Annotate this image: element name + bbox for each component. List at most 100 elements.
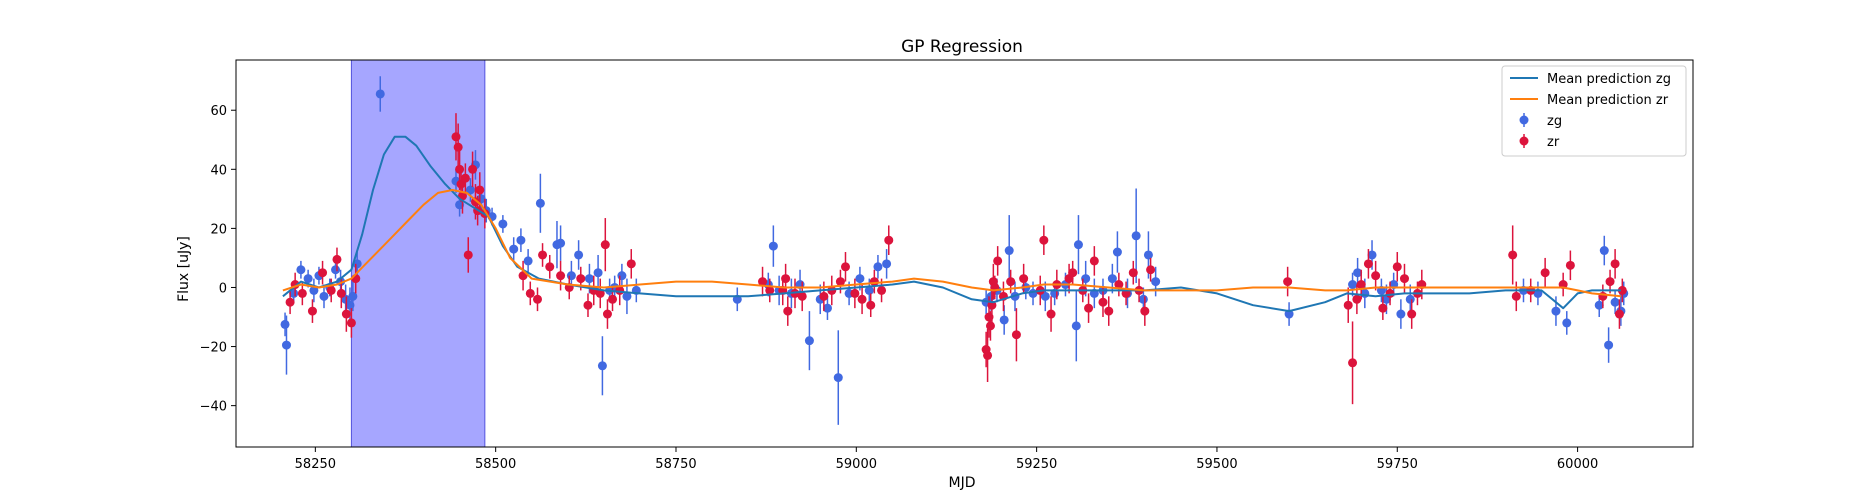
data-point-zg: [1599, 246, 1609, 256]
data-point-zg: [1284, 309, 1294, 319]
data-point-zr: [857, 294, 867, 304]
data-point-zg: [1131, 231, 1141, 241]
data-point-zr: [1385, 288, 1395, 298]
data-point-zr: [983, 350, 993, 360]
data-point-zg: [593, 268, 603, 278]
legend-swatch-point: [1519, 115, 1529, 125]
data-point-zg: [1107, 274, 1117, 284]
data-point-zg: [566, 271, 576, 281]
data-point-zr: [318, 268, 328, 278]
data-point-zg: [375, 89, 385, 99]
data-point-zr: [1104, 306, 1114, 316]
data-point-zr: [285, 297, 295, 307]
data-point-zr: [532, 294, 542, 304]
data-point-zr: [1114, 280, 1124, 290]
data-point-zg: [1610, 297, 1620, 307]
data-point-zr: [1363, 259, 1373, 269]
data-point-zg: [1562, 318, 1572, 328]
data-point-zg: [465, 185, 475, 195]
data-point-zg: [348, 291, 358, 301]
y-tick-label: 60: [210, 104, 227, 119]
data-point-zr: [1006, 277, 1016, 287]
data-point-zg: [1551, 306, 1561, 316]
data-point-zr: [1392, 262, 1402, 272]
data-point-zr: [1605, 277, 1615, 287]
data-point-zr: [1356, 280, 1366, 290]
data-point-zr: [1508, 250, 1518, 260]
data-point-zr: [869, 277, 879, 287]
data-point-zr: [866, 300, 876, 310]
x-tick-label: 59000: [836, 457, 877, 472]
data-point-zg: [1138, 294, 1148, 304]
data-point-zg: [864, 285, 874, 295]
data-point-zr: [341, 309, 351, 319]
data-point-zg: [574, 250, 584, 260]
data-point-zr: [608, 294, 618, 304]
data-point-zg: [1112, 247, 1122, 257]
data-point-zg: [768, 241, 778, 251]
data-point-zr: [1610, 259, 1620, 269]
data-point-zr: [451, 132, 461, 142]
plot-area: [235, 59, 1694, 448]
data-point-zr: [1343, 300, 1353, 310]
data-point-zg: [1073, 240, 1083, 250]
data-point-zr: [985, 321, 995, 331]
y-tick-label: 40: [210, 163, 227, 178]
data-point-zr: [783, 306, 793, 316]
data-point-zr: [1614, 309, 1624, 319]
data-point-zr: [556, 271, 566, 281]
chart-title: GP Regression: [901, 37, 1023, 57]
legend: Mean prediction zg Mean prediction zr zg zr: [1501, 65, 1687, 157]
data-point-zr: [1128, 268, 1138, 278]
x-tick-label: 59250: [1016, 457, 1057, 472]
data-point-zg: [1405, 294, 1415, 304]
data-point-zg: [1151, 277, 1161, 287]
data-point-zg: [509, 244, 519, 254]
data-point-zr: [840, 262, 850, 272]
data-point-zr: [1348, 358, 1358, 368]
data-point-zr: [332, 254, 342, 264]
data-point-zr: [1146, 265, 1156, 275]
data-point-zg: [597, 361, 607, 371]
data-point-zg: [296, 265, 306, 275]
data-point-zr: [576, 274, 586, 284]
data-point-zr: [1084, 303, 1094, 313]
data-point-zg: [855, 274, 865, 284]
data-point-zr: [297, 288, 307, 298]
data-point-zr: [1565, 260, 1575, 270]
data-point-zg: [1353, 268, 1363, 278]
data-point-zg: [319, 291, 329, 301]
data-point-zr: [455, 164, 465, 174]
data-point-zr: [1407, 309, 1417, 319]
highlight-span: [350, 59, 486, 448]
y-axis-label: Flux [uJy]: [176, 236, 192, 302]
data-point-zg: [523, 256, 533, 266]
data-point-zg: [873, 262, 883, 272]
data-point-zr: [781, 274, 791, 284]
legend-box: [1501, 65, 1687, 157]
data-point-zg: [1071, 321, 1081, 331]
data-point-zr: [468, 164, 478, 174]
x-tick-label: 60000: [1557, 457, 1598, 472]
x-tick-label: 58250: [295, 457, 336, 472]
data-point-zg: [303, 274, 313, 284]
data-point-zg: [1594, 300, 1604, 310]
data-point-zr: [307, 306, 317, 316]
x-tick-label: 58750: [655, 457, 696, 472]
axes-frame: [235, 59, 1694, 448]
data-point-zr: [336, 288, 346, 298]
y-axis-ticks: −40 −20 0 20 40 60: [200, 104, 236, 415]
data-point-zr: [835, 277, 845, 287]
data-point-zg: [1604, 340, 1614, 350]
data-point-zg: [516, 235, 526, 245]
data-point-zg: [999, 315, 1009, 325]
data-point-zg: [1367, 250, 1377, 260]
data-point-zr: [1540, 268, 1550, 278]
data-point-zr: [602, 309, 612, 319]
data-point-zr: [758, 277, 768, 287]
data-point-zr: [877, 285, 887, 295]
data-point-zr: [1283, 277, 1293, 287]
legend-label: Mean prediction zg: [1547, 72, 1671, 87]
data-point-zr: [525, 288, 535, 298]
data-point-zg: [1004, 246, 1014, 256]
